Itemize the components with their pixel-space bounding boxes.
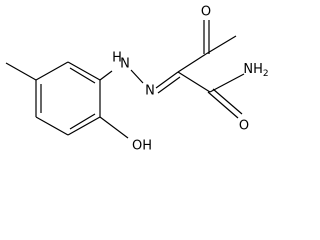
atom-label: O <box>239 119 249 134</box>
atom-label: NH2 <box>243 62 268 79</box>
structure-diagram: O H N N NH2 O OH <box>5 5 269 154</box>
atom-label: N <box>145 84 155 99</box>
atom-subscript: 2 <box>263 69 269 79</box>
atom-label: O <box>201 5 211 20</box>
atom-text: NH <box>243 62 263 77</box>
atom-label: N <box>120 57 130 72</box>
bonds <box>5 20 245 139</box>
atom-label: OH <box>132 139 152 154</box>
atom-label: H <box>112 51 122 66</box>
